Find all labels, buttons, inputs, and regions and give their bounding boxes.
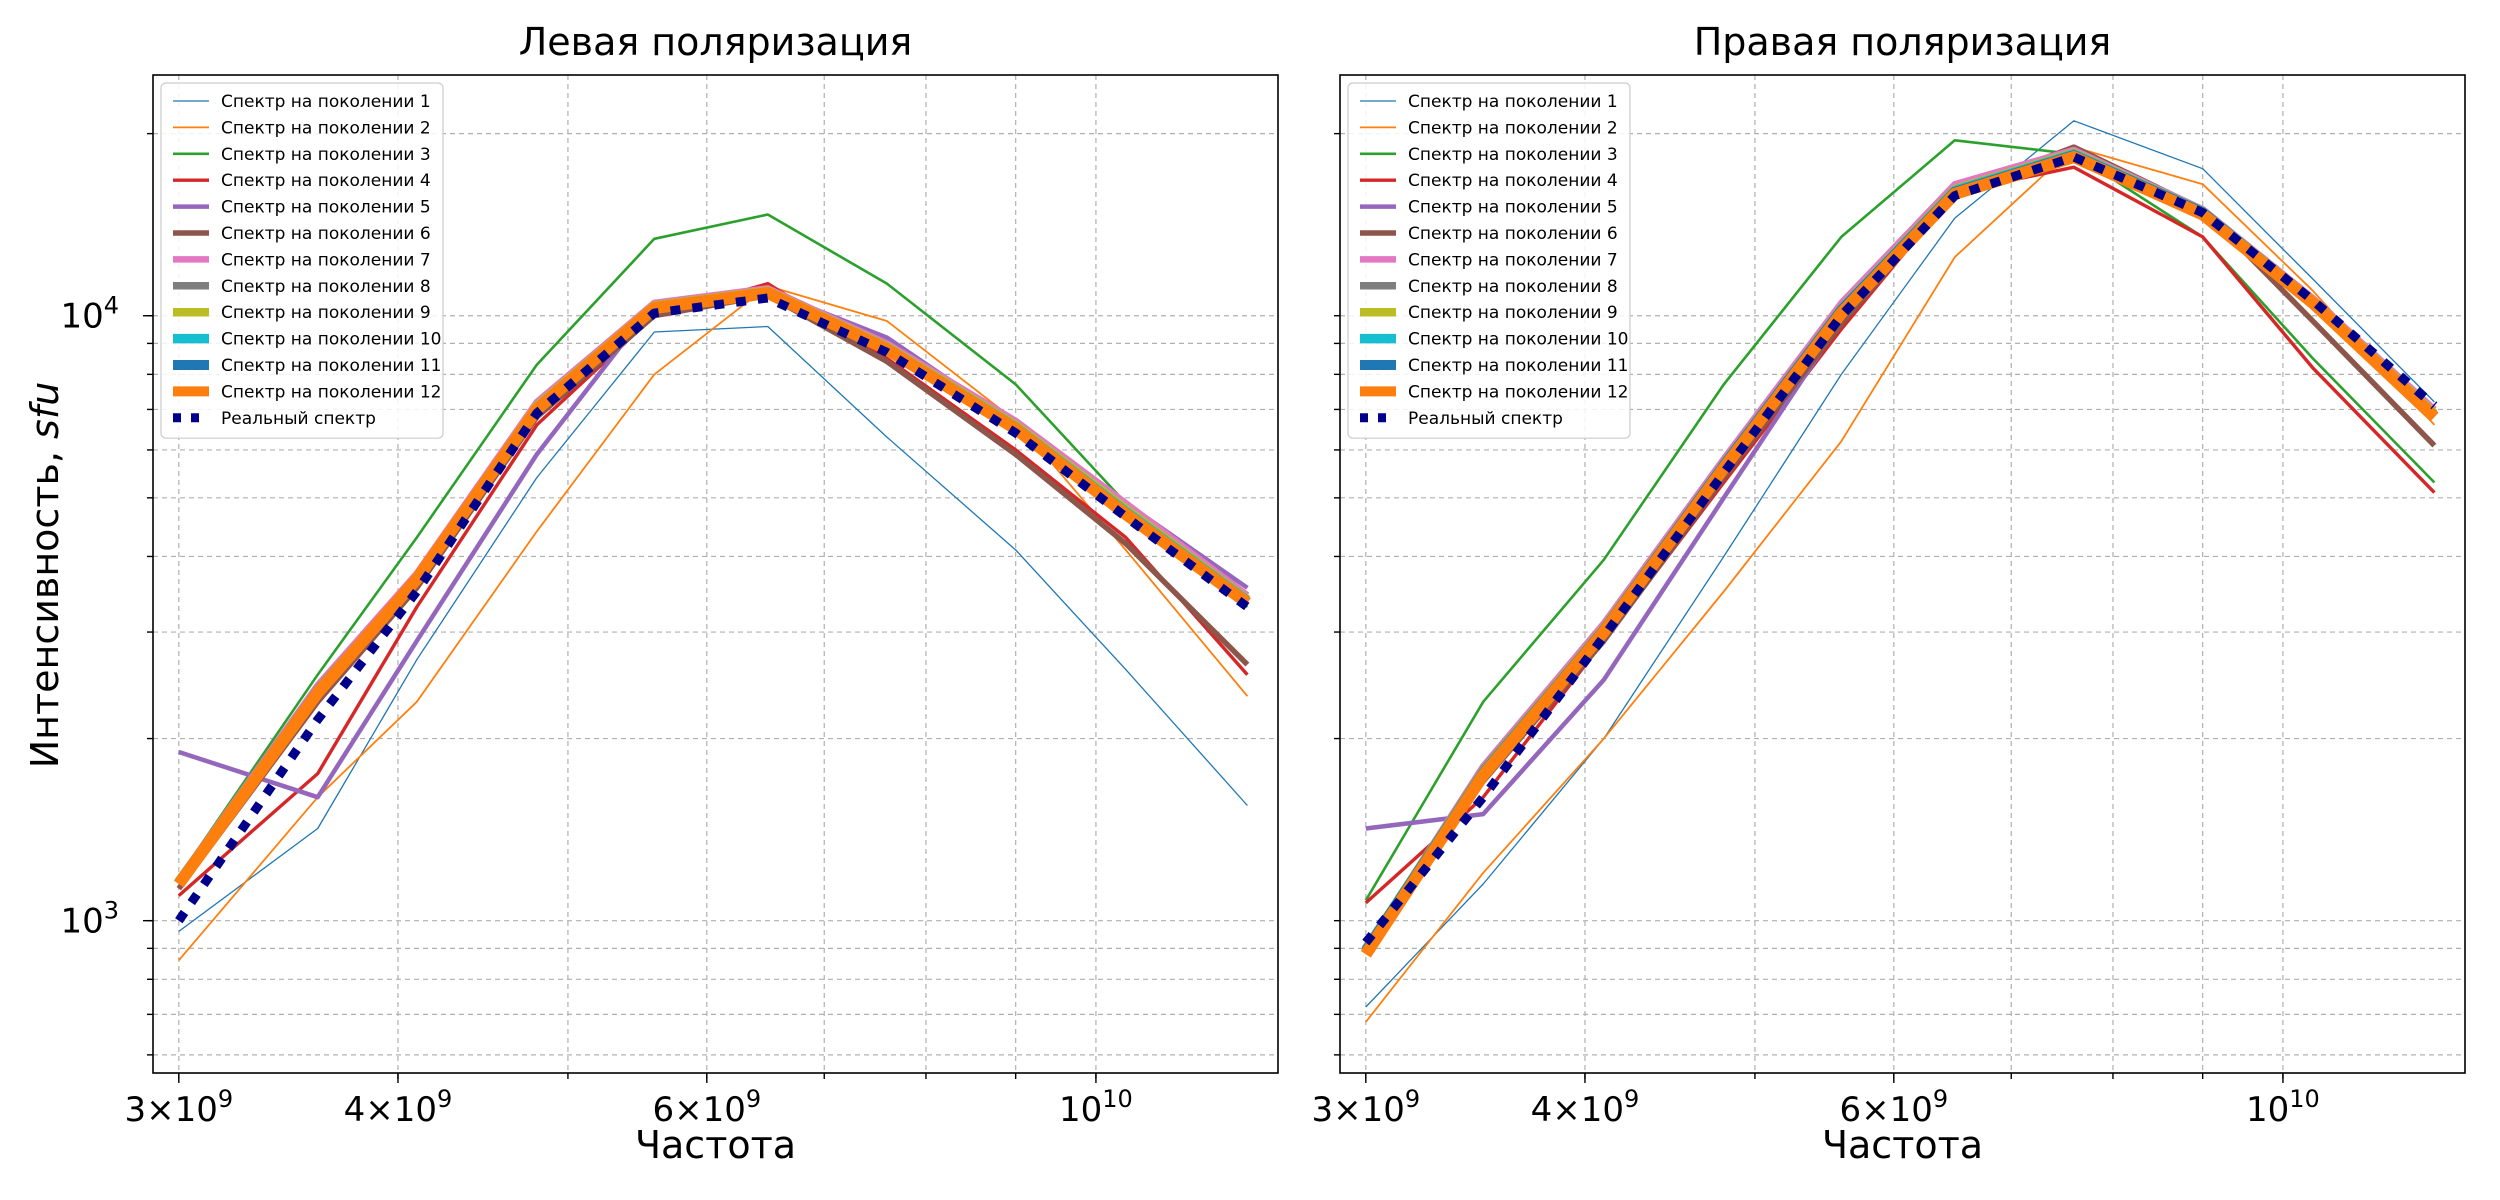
legend-label: Спектр на поколении 10 <box>1408 330 1629 350</box>
legend-label: Спектр на поколении 3 <box>221 145 431 165</box>
legend-label: Спектр на поколении 11 <box>1408 356 1629 376</box>
series-group <box>173 213 1251 961</box>
series-line-12 <box>1360 151 2439 958</box>
series-line-13 <box>1362 152 2438 946</box>
legend-label: Спектр на поколении 4 <box>1408 171 1618 191</box>
x-tick-label: 6×109 <box>1839 1085 1948 1130</box>
legend-label: Спектр на поколении 9 <box>1408 303 1618 323</box>
left-polarization-panel: Левая поляризация Частота 3×109 4×109 6×109 1… <box>60 20 1279 1167</box>
series-line-2 <box>178 285 1249 961</box>
legend-label: Спектр на поколении 8 <box>221 277 431 297</box>
legend-label: Спектр на поколении 12 <box>1408 382 1629 402</box>
legend-box <box>160 82 444 439</box>
x-tick-label: 6×109 <box>652 1085 761 1130</box>
grid <box>1340 75 2465 1073</box>
x-tick-label: 4×109 <box>344 1085 453 1130</box>
legend-label: Спектр на поколении 5 <box>221 198 431 218</box>
legend: Спектр на поколении 1 Спектр на поколении… <box>160 82 444 439</box>
y-tick-label: 104 <box>60 292 119 337</box>
legend-label: Спектр на поколении 7 <box>221 250 431 270</box>
plot-frame <box>152 74 1279 1074</box>
x-axis-label: Частота <box>635 1123 796 1167</box>
series-line-2 <box>1365 146 2436 1023</box>
legend-label: Спектр на поколении 2 <box>221 118 431 138</box>
legend-label: Спектр на поколении 5 <box>1408 198 1618 218</box>
x-tick-label: 4×109 <box>1531 1085 1640 1130</box>
legend-label: Спектр на поколении 6 <box>1408 224 1618 244</box>
x-tick-label: 1010 <box>2246 1085 2320 1130</box>
legend-label: Реальный спектр <box>221 409 376 429</box>
legend: Спектр на поколении 1 Спектр на поколении… <box>1347 82 1631 439</box>
legend-box <box>1347 82 1631 439</box>
x-tick-label: 3×109 <box>1311 1085 1420 1130</box>
x-tick-label: 3×109 <box>124 1085 233 1130</box>
chart-title: Левая поляризация <box>519 20 913 64</box>
chart-title: Правая поляризация <box>1694 20 2112 64</box>
legend-label: Реальный спектр <box>1408 409 1563 429</box>
series-line-1 <box>1365 120 2435 1008</box>
legend-label: Спектр на поколении 11 <box>221 356 442 376</box>
legend-label: Спектр на поколении 9 <box>221 303 431 323</box>
x-axis-label: Частота <box>1822 1123 1983 1167</box>
series-line-3 <box>1364 139 2436 902</box>
right-polarization-panel: Правая поляризация Частота 3×109 4×109 6×109… <box>1311 20 2466 1167</box>
legend-label: Спектр на поколении 1 <box>1408 92 1618 112</box>
legend-label: Спектр на поколении 4 <box>221 171 431 191</box>
series-group <box>1360 120 2439 1023</box>
y-tick-label: 103 <box>60 897 119 942</box>
legend-label: Спектр на поколении 3 <box>1408 145 1618 165</box>
legend-label: Спектр на поколении 2 <box>1408 118 1618 138</box>
legend-label: Спектр на поколении 10 <box>221 330 442 350</box>
legend-label: Спектр на поколении 6 <box>221 224 431 244</box>
y-axis-label: Интенсивность, sfu <box>23 382 67 769</box>
legend-label: Спектр на поколении 7 <box>1408 250 1618 270</box>
legend-label: Спектр на поколении 8 <box>1408 277 1618 297</box>
x-tick-label: 1010 <box>1059 1085 1133 1130</box>
series-line-3 <box>177 213 1249 878</box>
legend-label: Спектр на поколении 12 <box>221 382 442 402</box>
plot-frame <box>1339 74 2466 1074</box>
legend-label: Спектр на поколении 1 <box>221 92 431 112</box>
